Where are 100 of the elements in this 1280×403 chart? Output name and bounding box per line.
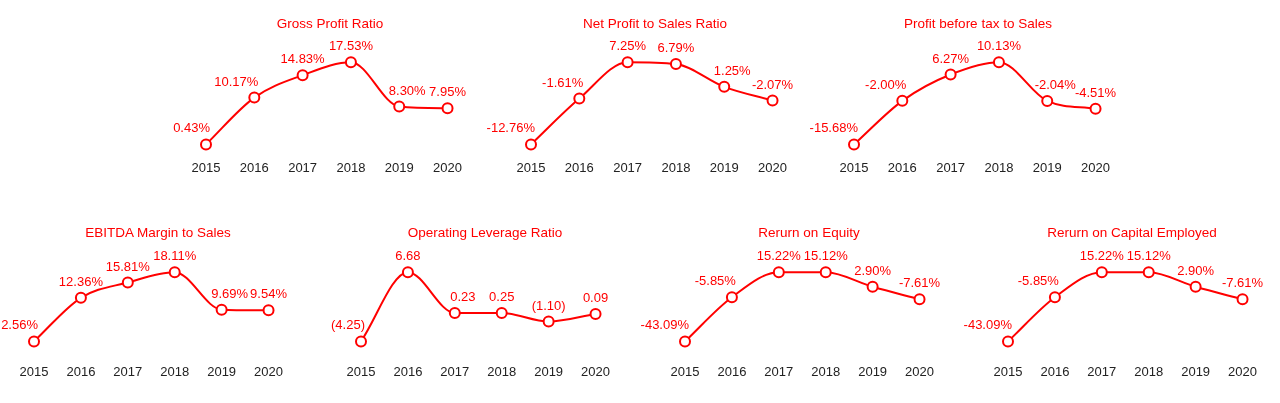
point	[74, 291, 87, 304]
x-tick-label: 2020	[905, 363, 934, 379]
data-label: 14.83%	[280, 51, 326, 67]
point	[296, 69, 309, 82]
x-tick-label: 2016	[887, 159, 917, 175]
point	[200, 138, 212, 151]
point	[542, 315, 555, 328]
point	[344, 56, 357, 69]
chart-title: Operating Leverage Ratio	[407, 224, 563, 240]
x-tick-label: 2016	[1040, 363, 1070, 379]
x-tick-label: 2019	[534, 363, 564, 379]
point	[819, 266, 832, 279]
x-tick-label: 2018	[1134, 363, 1164, 379]
point	[121, 276, 134, 289]
x-tick-label: 2018	[661, 159, 691, 175]
data-label: 0.23	[450, 289, 476, 305]
data-label: -12.76%	[486, 120, 536, 136]
point	[1002, 335, 1014, 348]
x-tick-label: 2018	[160, 363, 190, 379]
data-label: 2.56%	[1, 317, 39, 333]
x-tick-label: 2020	[758, 159, 787, 175]
data-label: -43.09%	[640, 317, 690, 333]
data-label: 15.81%	[105, 258, 151, 274]
point	[679, 335, 691, 348]
x-tick-label: 2018	[336, 159, 366, 175]
x-tick-label: 2015	[516, 159, 546, 175]
x-tick-label: 2016	[564, 159, 594, 175]
point	[215, 303, 228, 316]
data-label: 8.30%	[388, 82, 427, 98]
data-label: 0.25	[489, 288, 515, 304]
data-label: 6.68	[395, 248, 421, 264]
point	[28, 335, 40, 348]
point	[262, 304, 275, 317]
data-label: 9.54%	[250, 286, 288, 302]
x-tick-label: 2019	[384, 159, 414, 175]
point	[1095, 266, 1108, 279]
x-tick-label: 2020	[581, 363, 610, 379]
data-label: 10.13%	[976, 38, 1022, 54]
x-tick-label: 2018	[487, 363, 517, 379]
data-label: 10.17%	[214, 73, 259, 89]
data-label: 12.36%	[58, 273, 104, 289]
x-tick-label: 2019	[858, 363, 888, 379]
x-tick-label: 2016	[393, 363, 423, 379]
x-tick-label: 2018	[811, 363, 841, 379]
data-label: 18.11%	[153, 248, 197, 264]
point	[355, 335, 367, 348]
data-label: -43.09%	[963, 317, 1013, 333]
x-tick-label: 2019	[709, 159, 739, 175]
point	[573, 92, 586, 105]
data-label: 15.12%	[1126, 248, 1172, 264]
point	[248, 91, 261, 104]
point	[669, 58, 682, 71]
data-label: -5.85%	[1017, 273, 1060, 289]
x-tick-label: 2019	[1032, 159, 1062, 175]
point	[896, 94, 909, 107]
x-tick-label: 2017	[440, 363, 470, 379]
chart-title: Rerurn on Capital Employed	[1047, 224, 1217, 240]
x-tick-label: 2020	[1081, 159, 1110, 175]
point	[944, 68, 957, 81]
x-tick-label: 2015	[839, 159, 869, 175]
data-label: -1.61%	[542, 74, 584, 90]
data-label: -7.61%	[898, 275, 941, 291]
data-label: 2.90%	[1177, 262, 1215, 278]
x-tick-label: 2017	[613, 159, 643, 175]
point	[441, 102, 454, 115]
data-label: 17.53%	[328, 38, 374, 54]
data-label: 0.09	[582, 290, 609, 305]
data-label: 1.25%	[713, 62, 752, 78]
point	[525, 138, 537, 151]
data-label: (4.25)	[331, 317, 365, 333]
point	[718, 80, 731, 93]
data-label: 0.43%	[173, 120, 211, 136]
x-tick-label: 2016	[66, 363, 96, 379]
data-label: -5.85%	[694, 273, 737, 289]
x-tick-label: 2015	[670, 363, 700, 379]
data-label: 7.25%	[609, 38, 647, 54]
data-label: 15.22%	[756, 248, 802, 264]
point	[621, 56, 634, 69]
data-label: 2.90%	[854, 262, 892, 278]
point	[1189, 280, 1202, 293]
point	[1048, 291, 1061, 304]
data-label: -2.07%	[751, 76, 794, 92]
point	[1142, 266, 1155, 279]
point	[1089, 102, 1102, 115]
point	[401, 266, 414, 279]
x-tick-label: 2017	[764, 363, 794, 379]
chart-title: Gross Profit Ratio	[276, 15, 384, 31]
x-tick-label: 2017	[936, 159, 966, 175]
x-tick-label: 2015	[191, 159, 221, 175]
point	[848, 138, 860, 151]
x-tick-label: 2020	[433, 159, 462, 175]
point	[168, 266, 181, 279]
x-tick-label: 2015	[993, 363, 1023, 379]
point	[913, 293, 926, 306]
point	[725, 291, 738, 304]
chart-title: EBITDA Margin to Sales	[85, 224, 232, 240]
point	[393, 100, 406, 113]
point	[766, 94, 779, 107]
point	[1041, 94, 1054, 107]
point	[772, 266, 785, 279]
